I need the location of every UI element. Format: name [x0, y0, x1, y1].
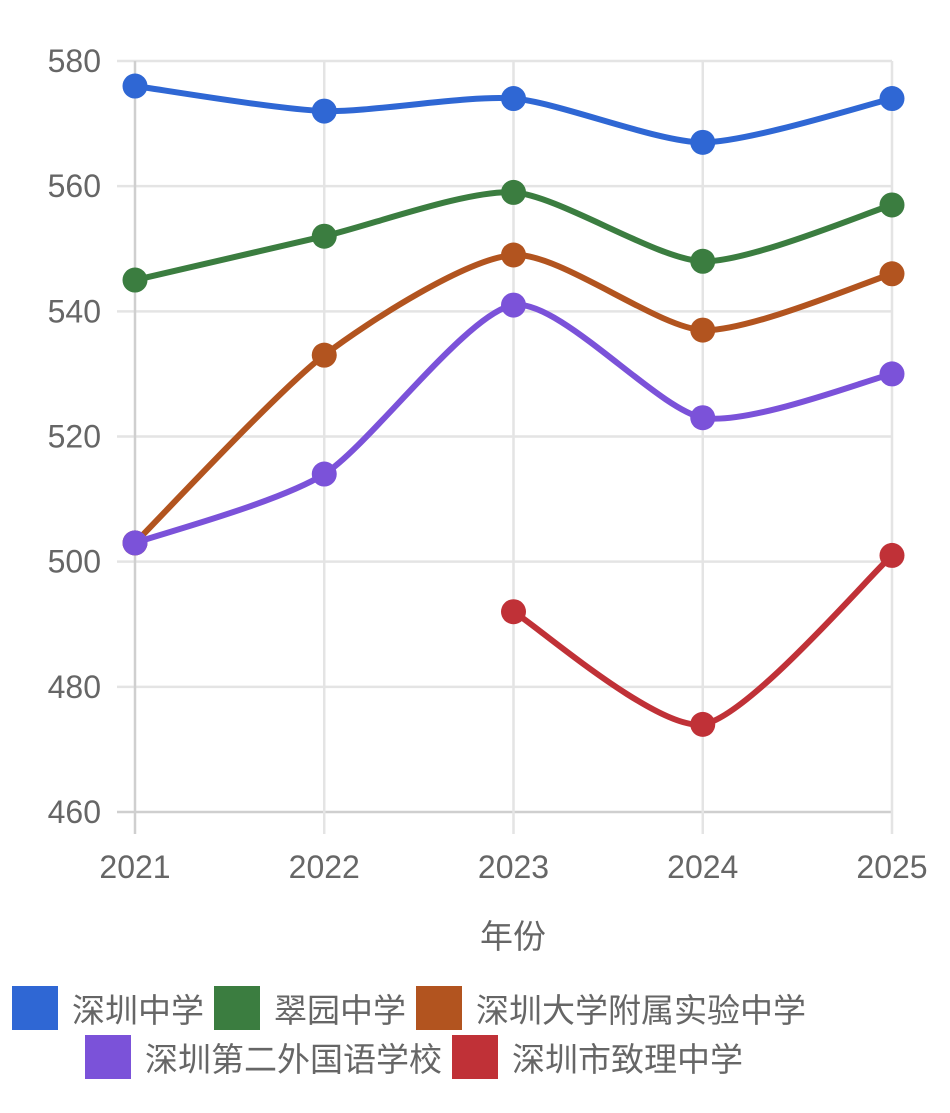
- data-point[interactable]: [879, 192, 905, 218]
- legend-label: 深圳中学: [72, 991, 204, 1030]
- data-point[interactable]: [311, 461, 337, 487]
- legend-item[interactable]: 深圳中学: [12, 984, 204, 1032]
- data-point[interactable]: [311, 98, 337, 124]
- x-tick-label: 2025: [856, 849, 927, 885]
- x-tick-label: 2023: [478, 849, 549, 885]
- data-point[interactable]: [690, 317, 716, 343]
- data-point[interactable]: [311, 223, 337, 249]
- y-tick-label: 560: [48, 168, 101, 204]
- legend-swatch-icon: [416, 986, 462, 1030]
- x-axis-label: 年份: [480, 917, 546, 956]
- series-3: [122, 292, 905, 556]
- data-point[interactable]: [690, 248, 716, 274]
- data-point[interactable]: [501, 179, 526, 205]
- y-tick-label: 480: [48, 669, 101, 705]
- data-point[interactable]: [879, 261, 905, 287]
- x-tick-label: 2022: [289, 849, 360, 885]
- series-1: [122, 179, 905, 293]
- legend-item[interactable]: 深圳大学附属实验中学: [416, 984, 806, 1032]
- legend-swatch-icon: [12, 986, 58, 1030]
- grid-lines: [117, 59, 894, 834]
- data-point[interactable]: [879, 542, 905, 568]
- legend-row: 深圳中学 翠园中学 深圳大学附属实验中学: [12, 985, 816, 1031]
- y-tick-label: 500: [48, 544, 101, 580]
- data-point[interactable]: [122, 530, 148, 556]
- data-point[interactable]: [690, 711, 716, 737]
- legend-item[interactable]: 深圳市致理中学: [452, 1033, 743, 1081]
- y-tick-label: 520: [48, 419, 101, 455]
- legend-swatch-icon: [85, 1035, 131, 1079]
- data-point[interactable]: [122, 267, 148, 293]
- y-tick-label: 540: [48, 293, 101, 329]
- legend-swatch-icon: [214, 986, 260, 1030]
- legend-label: 深圳市致理中学: [512, 1040, 743, 1079]
- series-0: [122, 73, 905, 155]
- legend-item[interactable]: 翠园中学: [214, 984, 406, 1032]
- data-point[interactable]: [311, 342, 337, 368]
- series-lines: [122, 73, 905, 737]
- legend-label: 翠园中学: [274, 991, 406, 1030]
- y-axis-ticks: 460 480 500 520 540 560 580: [48, 43, 101, 830]
- data-point[interactable]: [690, 405, 716, 431]
- data-point[interactable]: [879, 86, 905, 112]
- x-axis-ticks: 2021 2022 2023 2024 2025: [99, 849, 927, 885]
- legend-label: 深圳大学附属实验中学: [476, 991, 806, 1030]
- x-tick-label: 2021: [99, 849, 170, 885]
- x-tick-label: 2024: [667, 849, 738, 885]
- legend-swatch-icon: [452, 1035, 498, 1079]
- data-point[interactable]: [501, 242, 526, 268]
- data-point[interactable]: [501, 292, 526, 318]
- y-tick-label: 460: [48, 794, 101, 830]
- data-point[interactable]: [501, 86, 526, 112]
- legend-label: 深圳第二外国语学校: [145, 1040, 442, 1079]
- legend-item[interactable]: 深圳第二外国语学校: [85, 1033, 442, 1081]
- legend-row: 深圳第二外国语学校 深圳市致理中学: [85, 1034, 753, 1080]
- series-4: [501, 542, 905, 737]
- y-tick-label: 580: [48, 43, 101, 79]
- data-point[interactable]: [690, 129, 716, 155]
- data-point[interactable]: [501, 599, 526, 625]
- data-point[interactable]: [122, 73, 148, 99]
- data-point[interactable]: [879, 361, 905, 387]
